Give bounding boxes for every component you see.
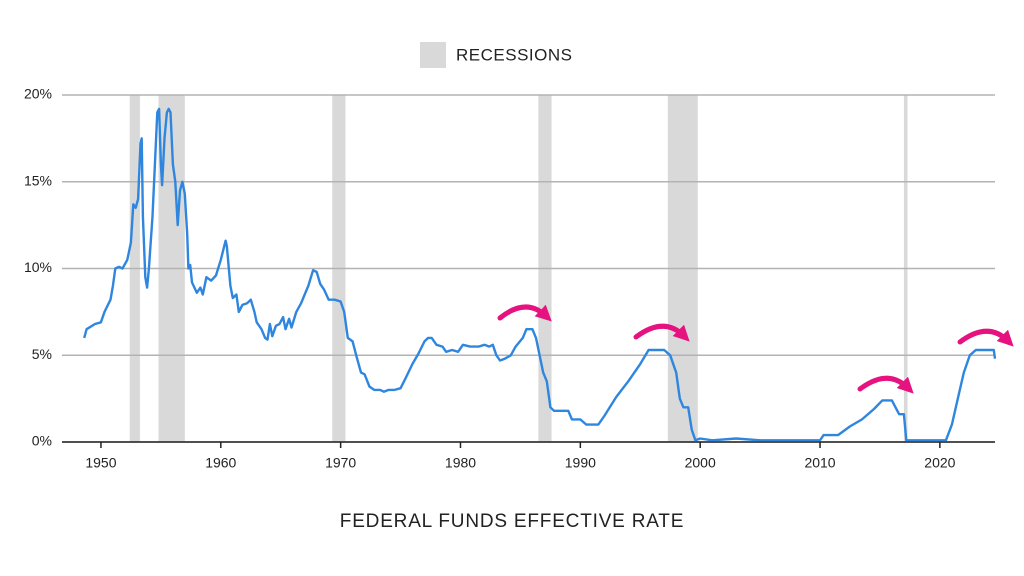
- arrow: [633, 323, 690, 342]
- legend-label: RECESSIONS: [456, 45, 572, 64]
- x-tick-label: 1990: [565, 455, 596, 471]
- plot: [83, 107, 997, 442]
- y-tick-label: 15%: [24, 172, 52, 188]
- annotation-arrows: [497, 304, 1014, 394]
- chart-title: FEDERAL FUNDS EFFECTIVE RATE: [340, 511, 684, 532]
- y-tick-label: 0%: [32, 433, 52, 449]
- arrow: [957, 328, 1014, 347]
- x-tick-label: 1970: [325, 455, 356, 471]
- grid: 0% 5% 10% 15% 20% 1950 1960 1970 1980 1990 2000 201…: [24, 86, 995, 471]
- arrow: [497, 304, 552, 322]
- legend-swatch: [420, 42, 446, 68]
- x-tick-label: 1950: [85, 455, 116, 471]
- y-tick-label: 20%: [24, 86, 52, 102]
- x-tick-label: 2010: [804, 455, 835, 471]
- x-tick-label: 1980: [445, 455, 476, 471]
- y-tick-label: 5%: [32, 346, 52, 362]
- x-tick-label: 2000: [685, 455, 716, 471]
- rate-line: [83, 107, 997, 442]
- y-tick-label: 10%: [24, 259, 52, 275]
- x-tick-label: 1960: [205, 455, 236, 471]
- x-tick-label: 2020: [924, 455, 955, 471]
- arrow: [857, 375, 914, 394]
